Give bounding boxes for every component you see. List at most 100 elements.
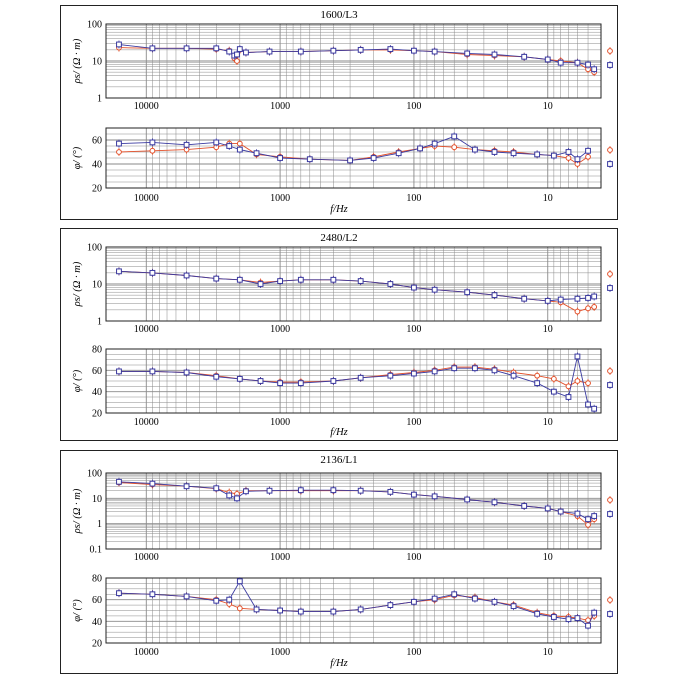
phi-yx-point — [370, 155, 377, 161]
phi-yx-point — [213, 597, 220, 604]
phi-yx-point — [431, 140, 438, 147]
rho-yx-point — [226, 48, 233, 55]
phi-yx-point — [472, 595, 478, 602]
xtick-label: 10000 — [134, 324, 159, 335]
phi-yx-line — [119, 356, 595, 410]
phi-axis-label: φ/ (°) — [72, 369, 83, 392]
rho-ytick-label: 100 — [87, 20, 102, 31]
phi-yx-point — [574, 156, 581, 163]
phi-yx-point — [277, 607, 284, 614]
rho-yx-point — [213, 275, 220, 282]
plot-frame — [105, 23, 602, 99]
rho-yx-point — [574, 295, 581, 302]
rho-yx-point — [297, 487, 304, 494]
phi-yx-point — [472, 146, 478, 153]
phi-yx-point — [236, 375, 243, 382]
rho-xy-point — [234, 58, 240, 64]
xtick-label: 10 — [543, 647, 553, 658]
rho-yx-point — [330, 487, 337, 494]
phi-yx-point — [226, 596, 233, 603]
phi-yx-point — [585, 401, 591, 408]
phi-yx-point — [149, 368, 156, 375]
phi-yx-point — [565, 394, 572, 400]
xtick-label: 1000 — [270, 647, 290, 658]
chart-svg-2136-l1: 2136/L1 0.1 1 10 100 ρs/ (Ω · m) 10000 1000 100 1… — [72, 454, 613, 669]
chart-panel-2136-l1: 2136/L1 0.1 1 10 100 ρs/ (Ω · m) 10000 1000 100 1… — [60, 450, 618, 674]
rho-yx-point — [464, 496, 471, 503]
rho-yx-point — [585, 295, 591, 301]
phi-xy-point — [534, 372, 541, 379]
phi-axis-label: φ/ (°) — [72, 599, 83, 622]
rho-yx-point — [585, 516, 591, 523]
rho-yx-point — [521, 503, 528, 509]
phi-yx-point — [585, 147, 591, 154]
phi-yx-point — [183, 141, 190, 148]
rho-yx-point — [257, 281, 264, 287]
phi-yx-point — [277, 380, 284, 387]
rho-xy-point — [591, 304, 598, 310]
rho-yx-point — [411, 47, 417, 54]
phi-xy-point — [451, 144, 458, 151]
xtick-label: 1000 — [270, 193, 290, 204]
rho-yx-point — [149, 269, 156, 276]
xtick-label: 100 — [406, 552, 421, 563]
rho-yx-point — [297, 48, 304, 55]
rho-yx-point — [357, 487, 364, 494]
xtick-label: 10000 — [134, 552, 159, 563]
x-axis-label: f/Hz — [330, 427, 348, 438]
rho-yx-point — [431, 48, 438, 55]
rho-yx-point — [183, 45, 190, 52]
rho-yx-point — [387, 46, 394, 52]
xtick-label: 10000 — [134, 193, 159, 204]
xtick-label: 10000 — [134, 101, 159, 112]
rho-yx-point — [266, 487, 273, 494]
rho-yx-point — [591, 513, 598, 519]
phi-xy-point — [116, 149, 122, 155]
phi-xy-point — [236, 140, 243, 147]
rho-yx-point — [234, 51, 240, 58]
phi-yx-legend-marker — [607, 382, 613, 388]
phi-axis-label: φ/ (°) — [72, 146, 83, 169]
rho-yx-point — [544, 297, 551, 304]
rho-yx-point — [557, 59, 564, 66]
rho-ytick-label: 100 — [87, 243, 102, 254]
rho-yx-point — [591, 293, 598, 300]
phi-yx-point — [451, 591, 458, 598]
rho-yx-point — [213, 485, 220, 492]
xtick-label: 10000 — [134, 417, 159, 428]
x-axis-label: f/Hz — [330, 204, 348, 215]
xtick-label: 10 — [543, 193, 553, 204]
rho-yx-point — [521, 53, 528, 60]
phi-yx-legend-marker — [607, 161, 613, 167]
phi-ytick-label: 20 — [92, 184, 102, 195]
rho-yx-legend-marker — [607, 62, 613, 68]
xtick-label: 100 — [406, 417, 421, 428]
rho-yx-point — [330, 276, 337, 283]
phi-ytick-label: 60 — [92, 136, 102, 147]
phi-yx-point — [236, 146, 243, 153]
phi-xy-point — [149, 147, 156, 154]
rho-ytick-label: 0.1 — [90, 545, 103, 556]
phi-yx-point — [491, 367, 498, 374]
rho-ytick-label: 1 — [97, 317, 102, 328]
rho-yx-point — [243, 488, 249, 495]
rho-yx-point — [544, 56, 551, 63]
rho-axis-label: ρs/ (Ω · m) — [72, 488, 83, 534]
plot-frame — [105, 348, 602, 414]
rho-yx-point — [277, 278, 284, 284]
rho-yx-point — [357, 278, 364, 284]
xtick-label: 1000 — [270, 552, 290, 563]
phi-ytick-label: 80 — [92, 345, 102, 356]
rho-yx-point — [544, 505, 551, 512]
rho-yx-point — [183, 483, 190, 490]
phi-yx-point — [116, 590, 122, 597]
xtick-label: 100 — [406, 647, 421, 658]
rho-yx-point — [585, 61, 591, 68]
phi-yx-point — [306, 156, 313, 163]
phi-yx-point — [257, 378, 264, 384]
rho-yx-point — [116, 268, 122, 275]
phi-xy-point — [574, 378, 581, 384]
phi-xy-point — [585, 153, 591, 160]
